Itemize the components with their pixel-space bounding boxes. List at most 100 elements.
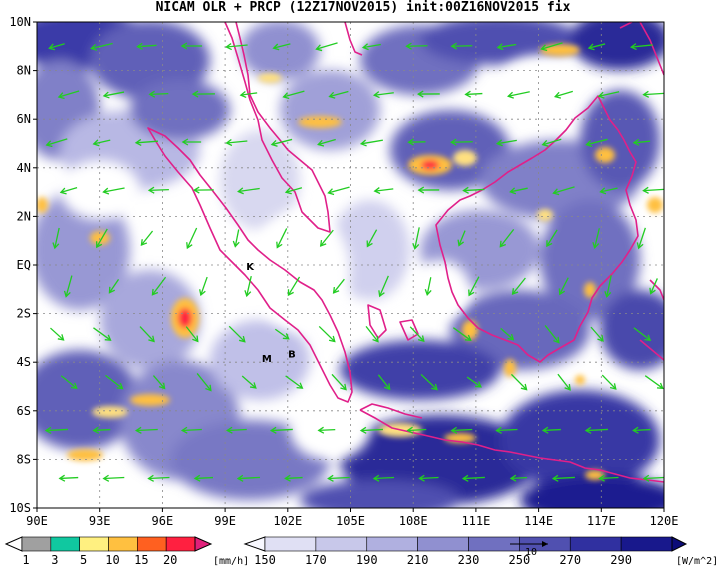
wind-arrow xyxy=(417,186,440,194)
wind-arrow xyxy=(416,90,440,98)
reference-vector-label: 10 xyxy=(525,547,537,558)
wind-arrow xyxy=(105,374,124,390)
wind-arrow xyxy=(93,327,112,341)
wind-arrow xyxy=(359,426,383,434)
wind-arrow xyxy=(636,227,646,250)
colorbar-swatch xyxy=(108,536,138,552)
wind-arrow xyxy=(377,374,391,391)
lon-tick-label: 108E xyxy=(399,514,428,528)
colorbar-swatch xyxy=(417,536,469,552)
wind-arrow xyxy=(276,228,288,249)
wind-arrow xyxy=(272,43,291,51)
wind-arrow xyxy=(507,91,530,99)
colorbar-label: 270 xyxy=(559,553,581,567)
wind-arrow xyxy=(274,328,290,340)
map-grid xyxy=(37,22,664,508)
wind-arrow xyxy=(140,230,154,246)
place-labels: K M B xyxy=(246,262,295,365)
wind-arrow xyxy=(510,373,528,391)
wind-arrow xyxy=(599,187,618,195)
colorbar-label: 150 xyxy=(254,553,276,567)
lon-tick-label: 99E xyxy=(214,514,236,528)
wind-arrow xyxy=(359,139,383,147)
lat-tick-label: 10S xyxy=(9,501,31,515)
wind-arrow xyxy=(372,91,394,99)
colorbar-swatch xyxy=(21,536,52,552)
wind-arrow xyxy=(412,227,420,250)
colorbar-label: 210 xyxy=(407,553,429,567)
wind-arrow xyxy=(193,186,214,194)
colorbar-label: 230 xyxy=(458,553,480,567)
wind-arrow xyxy=(147,474,170,482)
wind-arrow xyxy=(500,327,515,341)
wind-arrow xyxy=(499,229,515,248)
wind-arrow xyxy=(461,474,485,482)
colorbar-label: 3 xyxy=(51,553,58,567)
wind-arrow xyxy=(464,90,483,98)
coastlines xyxy=(147,22,664,483)
lat-tick-label: 8N xyxy=(17,64,31,78)
wind-arrow xyxy=(632,426,651,434)
wind-arrow xyxy=(601,374,617,390)
lat-tick-label: 2N xyxy=(17,209,31,223)
lon-tick-label: 111E xyxy=(461,514,490,528)
lon-tick-label: 120E xyxy=(650,514,679,528)
colorbar-end xyxy=(243,536,266,552)
wind-arrow xyxy=(185,326,199,343)
olr-field xyxy=(37,22,664,508)
wind-arrow xyxy=(270,138,293,147)
wind-arrow xyxy=(644,375,664,390)
wind-arrow xyxy=(366,229,378,248)
wind-arrow xyxy=(57,90,80,100)
colorbar-swatch xyxy=(50,536,80,552)
wind-arrow xyxy=(405,42,428,50)
place-label: M xyxy=(262,354,272,365)
wind-arrow xyxy=(228,325,246,343)
map-axes: 90E 93E 96E 99E 102E 105E 108E 111E 114E 117E 120E… xyxy=(9,15,678,528)
wind-arrow xyxy=(237,187,260,195)
wind-arrow xyxy=(282,90,305,100)
colorbar-swatch xyxy=(165,536,196,552)
colorbar-label: 290 xyxy=(610,553,632,567)
wind-arrow xyxy=(318,325,336,343)
wind-arrow xyxy=(541,426,561,434)
wind-arrow xyxy=(50,327,65,341)
wind-arrow xyxy=(452,327,472,342)
lat-tick-label: 2S xyxy=(17,307,31,321)
wind-arrow xyxy=(90,42,113,51)
wind-arrow xyxy=(424,277,432,296)
lon-tick-label: 96E xyxy=(152,514,174,528)
wind-arrow xyxy=(450,42,473,50)
colorbar-label: 1 xyxy=(22,553,29,567)
colorbar-swatch xyxy=(79,536,109,552)
wind-arrow xyxy=(450,138,473,146)
wind-arrow xyxy=(102,91,125,99)
wind-arrow xyxy=(633,327,652,342)
wind-arrow xyxy=(315,42,338,52)
wind-arrow xyxy=(420,373,438,391)
wind-arrow xyxy=(540,42,563,52)
wind-arrow xyxy=(551,474,575,482)
colorbar-label: 5 xyxy=(80,553,87,567)
wind-arrow xyxy=(317,426,336,434)
olr-colorbar: 150 170 190 210 230 250 270 290 [W/m^2] xyxy=(243,536,718,567)
wind-arrow xyxy=(225,426,247,434)
wind-arrow xyxy=(108,278,120,294)
lat-tick-label: 10N xyxy=(9,15,31,29)
wind-arrow xyxy=(102,474,125,482)
wind-arrow xyxy=(332,278,345,294)
colorbar-label: 250 xyxy=(509,553,531,567)
wind-arrow xyxy=(649,278,658,295)
wind-arrow xyxy=(509,187,528,195)
wind-arrow xyxy=(287,276,301,297)
wind-arrow xyxy=(592,228,600,249)
colorbar-swatch xyxy=(620,536,673,552)
wind-arrow xyxy=(457,230,466,247)
wind-arrow xyxy=(317,138,336,147)
lon-tick-label: 114E xyxy=(524,514,553,528)
wind-arrow xyxy=(585,138,608,147)
wind-arrow xyxy=(284,474,303,482)
wind-arrow xyxy=(590,326,604,342)
colorbar-label: 170 xyxy=(305,553,327,567)
wind-arrow xyxy=(44,426,68,434)
